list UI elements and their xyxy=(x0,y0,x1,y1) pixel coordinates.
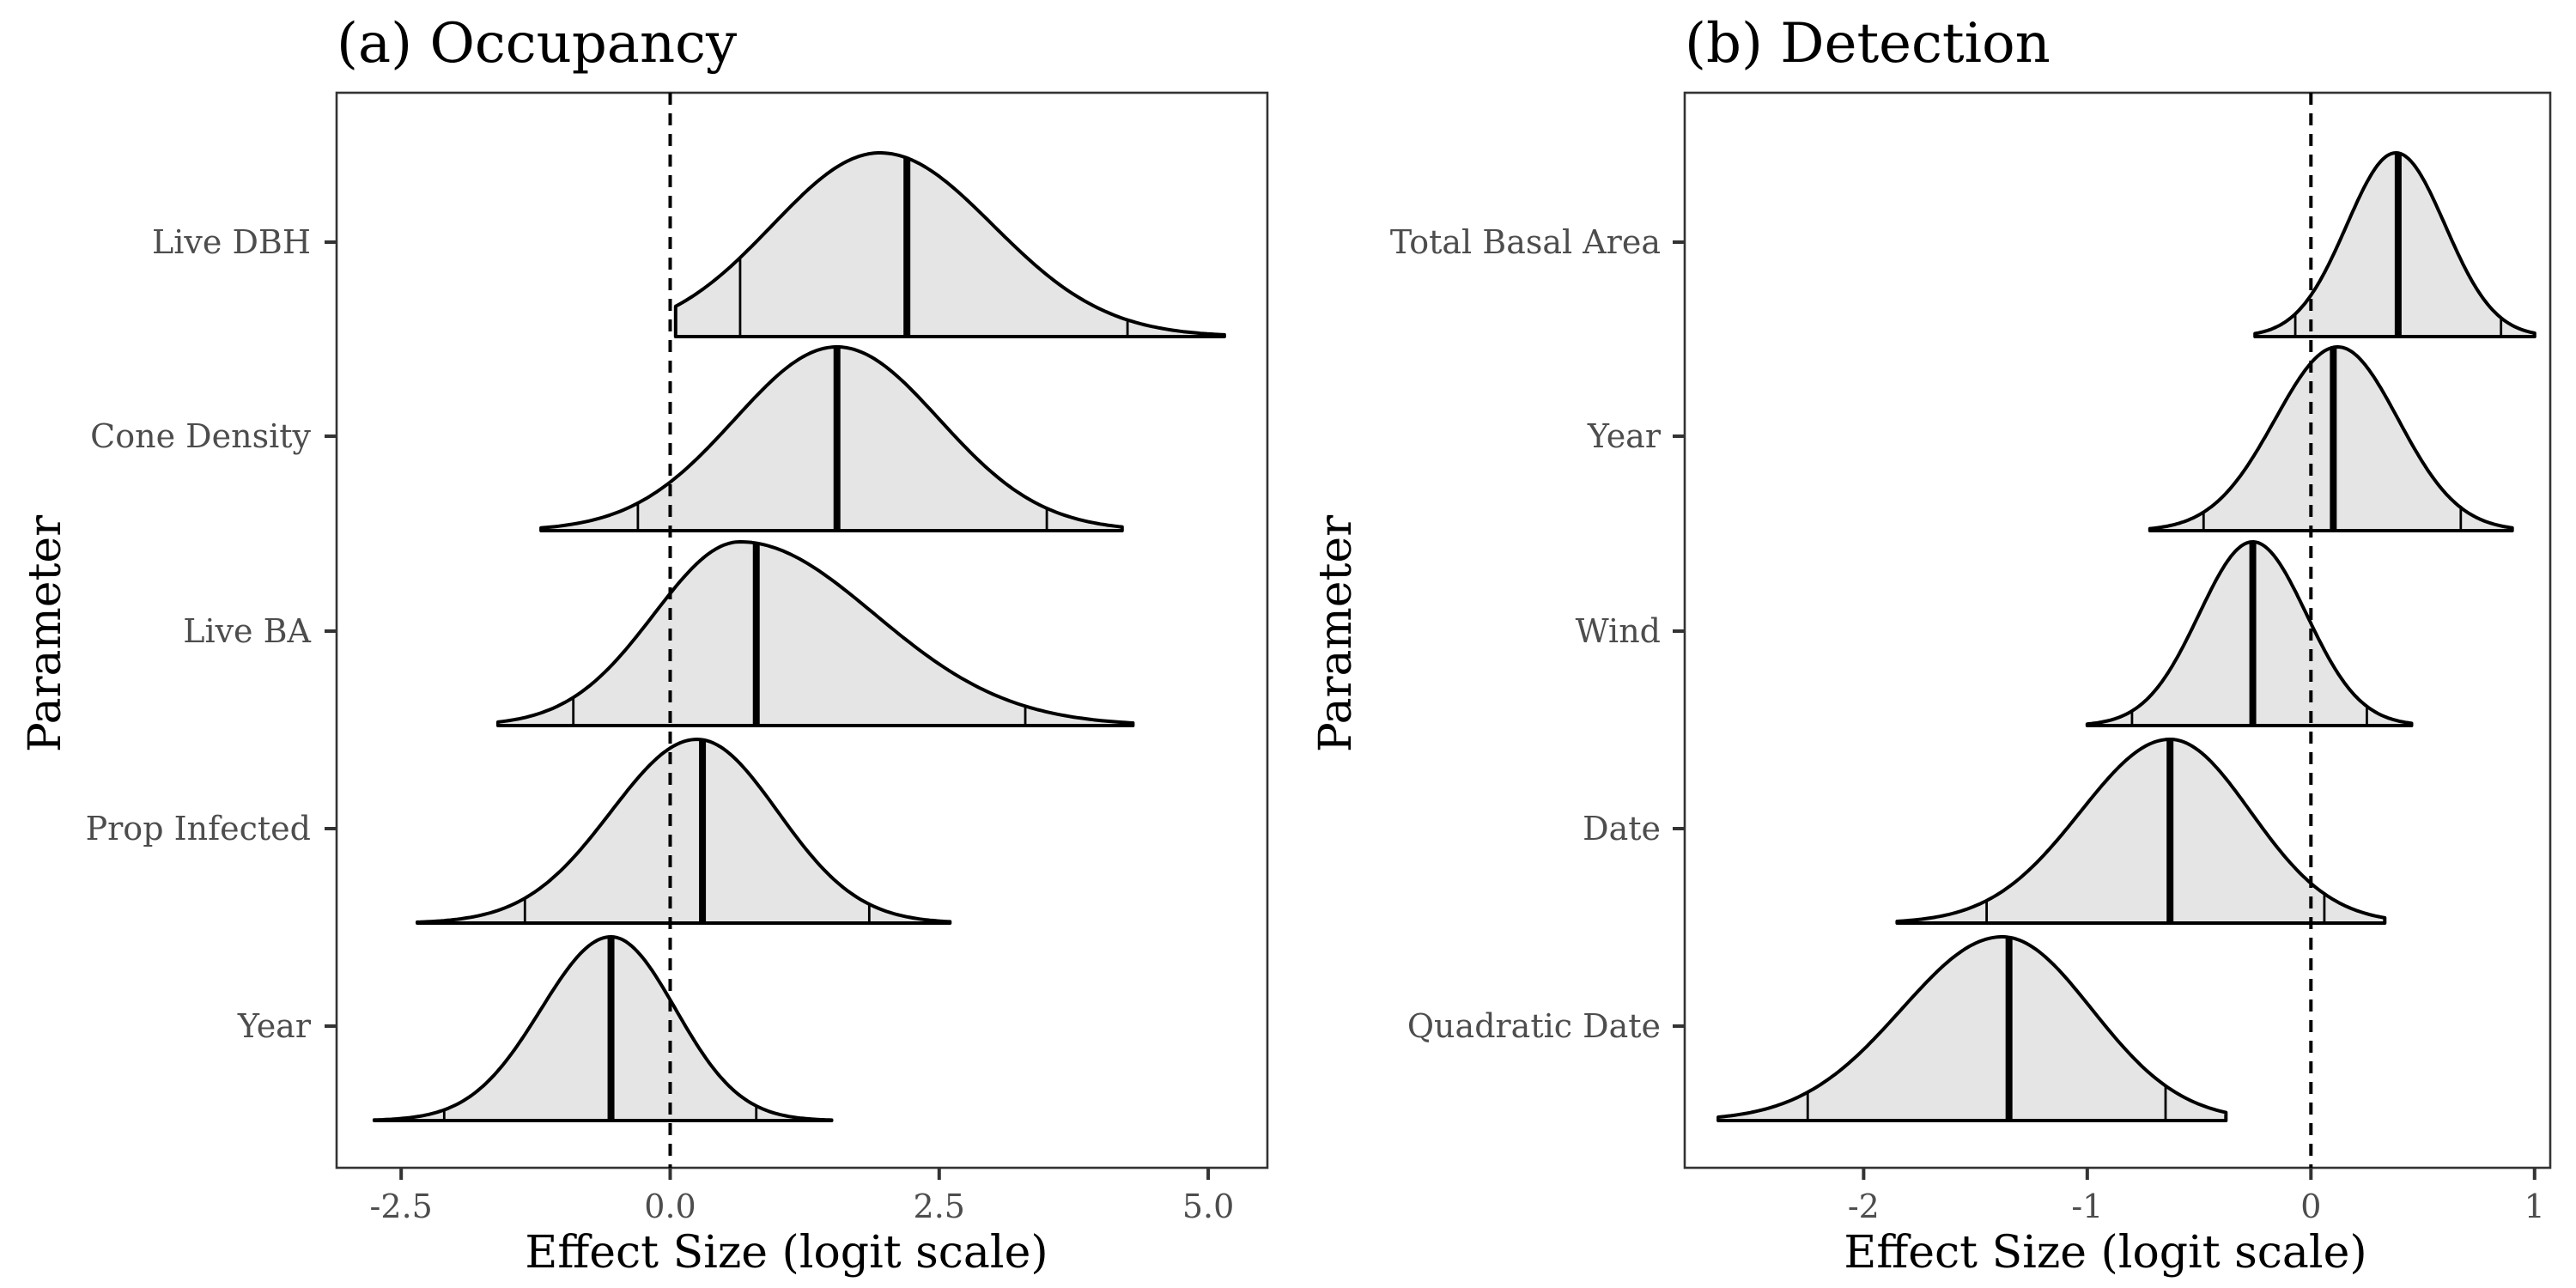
panel-a-x-tick-label: 0.0 xyxy=(644,1188,696,1225)
panel-occupancy: (a) Occupancy Parameter Effect Size (log… xyxy=(20,12,1269,1279)
panel-a-y-tick-label: Live DBH xyxy=(152,223,311,261)
panel-b-y-tick-label: Quadratic Date xyxy=(1407,1007,1661,1045)
panel-a-title: (a) Occupancy xyxy=(337,12,737,76)
panel-a-density-2 xyxy=(539,345,1124,532)
panel-b-y-tick-label: Year xyxy=(1587,417,1662,455)
panel-a-y-tick-label: Prop Infected xyxy=(86,810,311,848)
panel-a-y-tick-label: Cone Density xyxy=(90,417,311,455)
panel-a-y-axis-title: Parameter xyxy=(20,515,71,752)
panel-a-y-tick-label: Year xyxy=(237,1007,312,1045)
panel-b-y-tick-label: Date xyxy=(1583,810,1661,848)
panel-a-y-tick-label: Live BA xyxy=(183,612,311,650)
panel-a-x-axis-title: Effect Size (logit scale) xyxy=(525,1227,1048,1279)
panel-b-x-tick-label: -1 xyxy=(2071,1188,2103,1225)
panel-a-x-tick-label: -2.5 xyxy=(370,1188,433,1225)
panel-a-density-5 xyxy=(372,935,834,1122)
panel-a-density-1 xyxy=(673,151,1226,338)
panel-b-x-tick-label: -2 xyxy=(1848,1188,1880,1225)
panel-b-y-tick-label: Total Basal Area xyxy=(1390,223,1661,261)
panel-a-density-3 xyxy=(496,540,1135,727)
panel-b-x-axis-title: Effect Size (logit scale) xyxy=(1844,1227,2366,1279)
panel-a-x-tick-label: 2.5 xyxy=(914,1188,965,1225)
panel-detection: (b) Detection Parameter Effect Size (log… xyxy=(1310,12,2552,1279)
panel-b-x-tick-label: 1 xyxy=(2524,1188,2545,1225)
panel-b-density-4 xyxy=(1895,738,2387,925)
panel-b-y-axis-title: Parameter xyxy=(1310,515,1362,752)
panel-b-title: (b) Detection xyxy=(1685,12,2050,76)
panel-a-density-4 xyxy=(416,738,952,925)
panel-a-x-tick-label: 5.0 xyxy=(1182,1188,1234,1225)
panel-b-y-tick-label: Wind xyxy=(1576,612,1661,650)
panel-b-density-5 xyxy=(1716,935,2228,1122)
panel-b-x-tick-label: 0 xyxy=(2300,1188,2321,1225)
